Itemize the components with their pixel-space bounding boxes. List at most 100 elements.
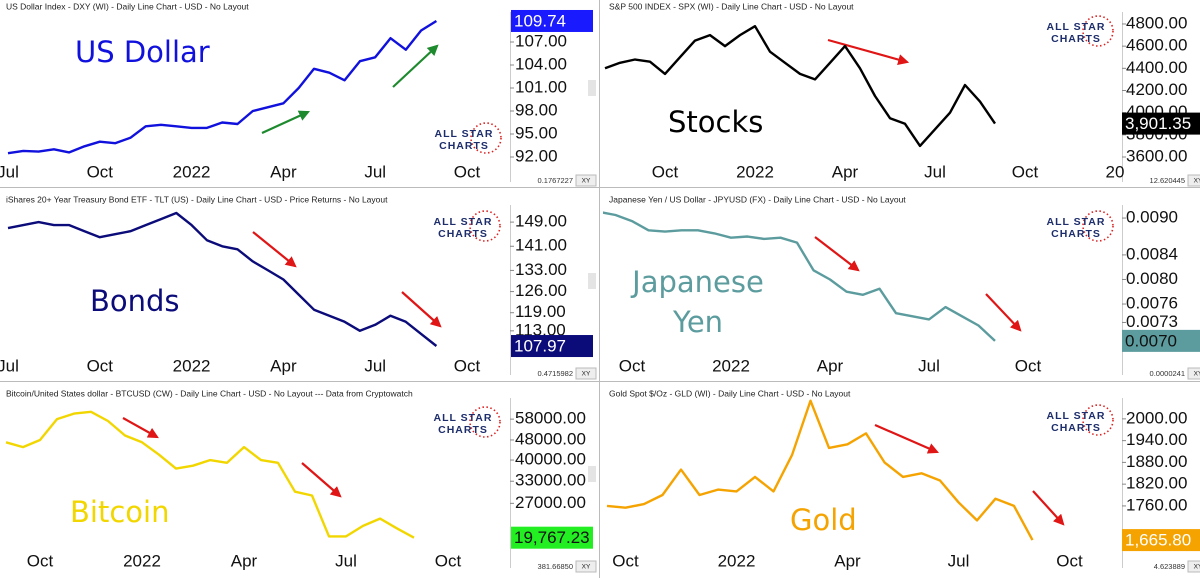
watermark-text: ALL STAR xyxy=(1047,410,1106,422)
panel-title: Gold Spot $/Oz - GLD (WI) - Daily Line C… xyxy=(609,388,851,398)
y-tick-label: 101.00 xyxy=(515,77,567,96)
arrow xyxy=(985,293,1022,332)
x-tick-label: Jul xyxy=(0,162,19,181)
watermark-text: CHARTS xyxy=(1051,33,1101,45)
x-tick-label: Apr xyxy=(270,356,297,375)
xy-button-bg xyxy=(1187,560,1200,573)
y-tick-label: 40000.00 xyxy=(515,450,586,469)
y-tick-label: 4400.00 xyxy=(1126,58,1187,77)
y-tick-label: 0.0090 xyxy=(1126,208,1178,227)
arrow xyxy=(814,236,860,272)
y-tick-label: 58000.00 xyxy=(515,409,586,428)
x-tick-label: Apr xyxy=(817,356,844,375)
last-value-label: 3,901.35 xyxy=(1125,114,1191,133)
x-tick-label: Oct xyxy=(87,356,114,375)
watermark-ring xyxy=(470,122,502,154)
last-value-box xyxy=(1122,329,1200,352)
chart-label: Bonds xyxy=(90,284,180,318)
price-line xyxy=(7,19,438,155)
last-value-label: 1,665.80 xyxy=(1125,531,1191,550)
xy-button[interactable]: XY xyxy=(1194,564,1200,571)
y-tick-label: 107.00 xyxy=(515,31,567,50)
x-tick-label: Jul xyxy=(335,551,357,570)
y-tick-label: 27000.00 xyxy=(515,493,586,512)
y-tick-label: 4600.00 xyxy=(1126,36,1187,55)
y-tick-label: 33000.00 xyxy=(515,471,586,490)
y-tick-label: 1820.00 xyxy=(1126,474,1187,493)
x-tick-label: Jul xyxy=(924,162,946,181)
x-tick-label: Apr xyxy=(832,162,859,181)
y-tick-label: 119.00 xyxy=(515,302,566,321)
arrow xyxy=(1032,490,1065,526)
price-line xyxy=(606,399,1034,541)
scale-text: 0.4715982 xyxy=(538,369,573,378)
x-tick-label: 2022 xyxy=(173,356,211,375)
y-tick-label: 4200.00 xyxy=(1126,80,1187,99)
xy-button[interactable]: XY xyxy=(582,178,591,185)
y-tick-label: 3600.00 xyxy=(1126,146,1187,165)
panel-title: Japanese Yen / US Dollar - JPYUSD (FX) -… xyxy=(609,194,906,204)
scale-text: 0.0000241 xyxy=(1150,369,1185,378)
chart-label: Gold xyxy=(790,503,857,537)
scale-text: 381.66850 xyxy=(538,562,573,571)
y-tick-label: 4800.00 xyxy=(1126,13,1187,32)
panel: US Dollar Index - DXY (WI) - Daily Line … xyxy=(0,1,597,187)
arrow xyxy=(392,44,439,88)
arrow xyxy=(827,38,910,65)
xy-button[interactable]: XY xyxy=(582,564,591,571)
x-tick-label: Jul xyxy=(0,356,19,375)
x-tick-label: 2022 xyxy=(712,356,750,375)
panel-title: US Dollar Index - DXY (WI) - Daily Line … xyxy=(6,1,249,11)
last-value-label: 109.74 xyxy=(514,11,566,30)
y-tick-label: 98.00 xyxy=(515,100,558,119)
panel: Japanese Yen / US Dollar - JPYUSD (FX) -… xyxy=(603,194,1200,380)
y-tick-label: 1760.00 xyxy=(1126,495,1187,514)
watermark-text: ALL STAR xyxy=(434,216,493,228)
y-tick-label: 1880.00 xyxy=(1126,452,1187,471)
watermark-ring xyxy=(1082,210,1114,242)
xy-button-bg xyxy=(575,367,597,380)
watermark-text: CHARTS xyxy=(438,424,488,436)
y-tick-label: 95.00 xyxy=(515,123,558,142)
last-value-box xyxy=(511,9,593,32)
chart-label: Japanese Yen xyxy=(632,265,764,339)
xy-button[interactable]: XY xyxy=(582,371,591,378)
xy-button-bg xyxy=(575,174,597,187)
last-value-box xyxy=(1122,112,1200,135)
xy-button-bg xyxy=(1187,367,1200,380)
y-tick-label: 113.00 xyxy=(515,320,566,339)
y-tick-label: 104.00 xyxy=(515,54,567,73)
panel: Gold Spot $/Oz - GLD (WI) - Daily Line C… xyxy=(606,388,1200,573)
watermark-text: CHARTS xyxy=(439,140,489,152)
x-tick-label: Oct xyxy=(87,162,114,181)
xy-button-bg xyxy=(575,560,597,573)
collapse-handle xyxy=(588,80,596,96)
price-line xyxy=(604,25,996,148)
y-tick-label: 2000.00 xyxy=(1126,408,1187,427)
price-line xyxy=(5,410,415,539)
scale-text: 12.620445 xyxy=(1150,176,1185,185)
x-tick-label: Oct xyxy=(435,551,462,570)
chart-label: Bitcoin xyxy=(70,495,170,529)
x-tick-label: Apr xyxy=(231,551,258,570)
price-line xyxy=(603,211,996,342)
x-tick-label: Oct xyxy=(1012,162,1039,181)
xy-button[interactable]: XY xyxy=(1194,371,1200,378)
y-tick-label: 126.00 xyxy=(515,281,567,300)
scale-text: 0.1767227 xyxy=(538,176,573,185)
watermark-ring xyxy=(1082,404,1114,436)
xy-button[interactable]: XY xyxy=(1194,178,1200,185)
collapse-handle xyxy=(588,466,596,482)
y-tick-label: 48000.00 xyxy=(515,429,586,448)
x-tick-label: Oct xyxy=(27,551,54,570)
chart-label: Stocks xyxy=(668,105,764,139)
watermark-text: ALL STAR xyxy=(434,412,493,424)
x-tick-label: Oct xyxy=(454,162,481,181)
x-tick-label: 2022 xyxy=(123,551,161,570)
x-tick-label: Oct xyxy=(454,356,481,375)
